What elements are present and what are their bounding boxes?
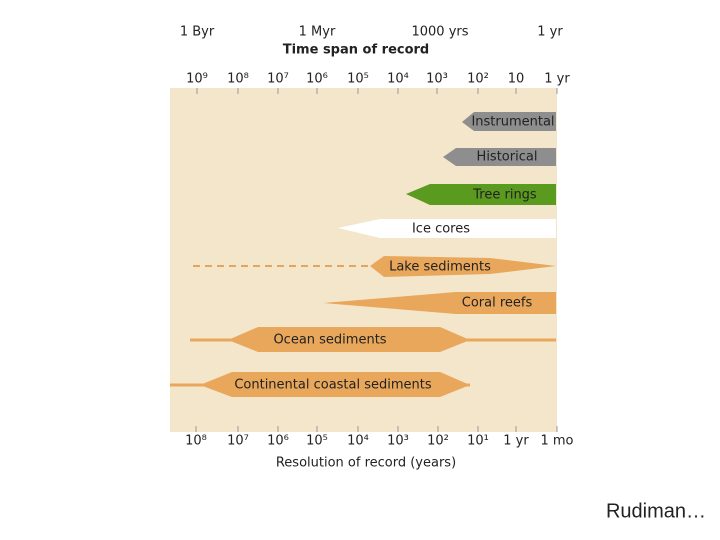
span-label: 1 yr [537, 25, 563, 40]
coral-reefs-shape [323, 292, 556, 314]
ice-cores-shape [338, 219, 556, 238]
record-label: Lake sediments [389, 260, 491, 275]
top-tick-label: 10³ [426, 72, 448, 87]
top-tick-label: 10⁷ [267, 72, 289, 87]
span-label: 1 Myr [299, 25, 336, 40]
record-label: Coral reefs [462, 296, 533, 311]
top-tick-label: 1 yr [544, 72, 570, 87]
top-tick-label: 10⁶ [306, 72, 328, 87]
top-tick-label: 10⁹ [186, 72, 208, 87]
span-label: 1 Byr [180, 25, 215, 40]
record-label: Ice cores [412, 222, 470, 237]
ocean-sediments-shape [228, 327, 470, 352]
bottom-tick-label: 1 mo [540, 434, 573, 449]
span-label: 1000 yrs [411, 25, 468, 40]
record-shapes [170, 112, 556, 397]
bottom-axis-title: Resolution of record (years) [276, 456, 456, 471]
bottom-tick-label: 10⁵ [306, 434, 328, 449]
top-tick-label: 10 [508, 72, 525, 87]
record-label: Tree rings [472, 188, 537, 203]
bottom-tick-label: 10² [427, 434, 449, 449]
bottom-tick-label: 10⁷ [227, 434, 249, 449]
bottom-tick-label: 10³ [387, 434, 409, 449]
footer: Rudiman… [606, 500, 706, 522]
bottom-tick-label: 10⁴ [347, 434, 369, 449]
record-label: Instrumental [471, 115, 554, 130]
top-tick-label: 10⁴ [387, 72, 409, 87]
bottom-tick-label: 10⁶ [267, 434, 289, 449]
record-label: Continental coastal sediments [234, 378, 432, 393]
top-tick-label: 10² [467, 72, 489, 87]
top-axis-title: Time span of record [283, 43, 430, 58]
record-label: Historical [477, 150, 538, 165]
instrumental-shape [462, 112, 556, 131]
tree-rings-shape [406, 184, 556, 205]
top-tick-label: 10⁵ [347, 72, 369, 87]
bottom-tick-label: 10⁸ [185, 434, 207, 449]
bottom-tick-label: 10¹ [467, 434, 489, 449]
top-tick-label: 10⁸ [227, 72, 249, 87]
continental-shape [200, 372, 470, 397]
record-label: Ocean sediments [273, 333, 386, 348]
lake-sediments-shape [370, 256, 556, 277]
historical-shape [443, 148, 556, 166]
bottom-tick-label: 1 yr [503, 434, 529, 449]
